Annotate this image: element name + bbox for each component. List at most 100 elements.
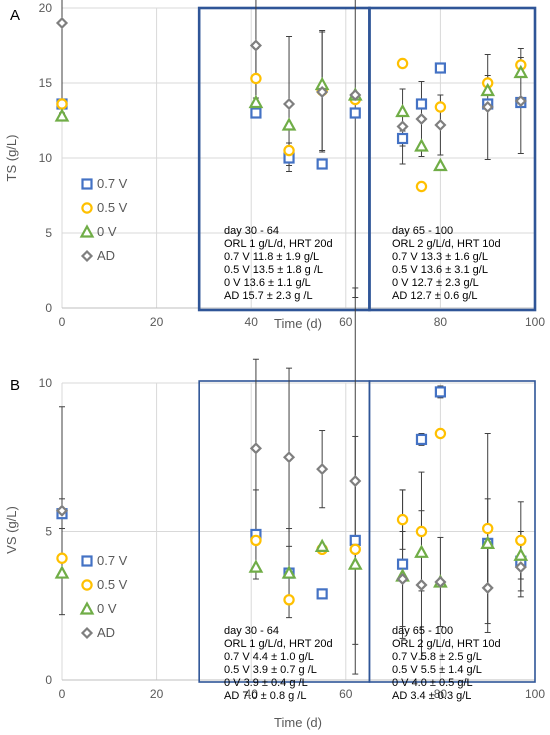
marker-0-5v-1-9 (515, 534, 527, 547)
marker-0-7v-0-5 (396, 132, 409, 145)
marker-ad-3-1 (249, 39, 262, 52)
marker-0-7v-0-6 (415, 433, 428, 446)
marker-ad-3-0 (55, 504, 69, 517)
region-box-1 (368, 380, 536, 683)
marker-0v-legend-2 (79, 224, 95, 238)
annotation-1-2: 0.7 V 5.8 ± 2.5 g/L (392, 651, 482, 663)
ytick-label-0: 0 (45, 673, 52, 687)
annotation-1-1: ORL 2 g/L/d, HRT 10d (392, 238, 501, 250)
ytick-label-3: 15 (39, 76, 53, 90)
marker-ad-3-0 (55, 16, 69, 30)
marker-0-7v-legend-0 (81, 178, 93, 190)
annotation-0-0: day 30 - 64 (224, 225, 279, 237)
marker-ad-3-3 (316, 463, 329, 476)
marker-0v-2-2 (281, 117, 297, 131)
marker-0-5v-1-4 (349, 543, 361, 556)
marker-ad-3-5 (396, 120, 409, 133)
marker-0v-2-0 (54, 565, 70, 579)
marker-ad-3-2 (282, 451, 296, 464)
ytick-label-1: 5 (45, 226, 52, 240)
marker-0v-2-6 (414, 544, 429, 558)
xtick-label-2: 40 (245, 687, 259, 701)
marker-0-7v-0-3 (316, 158, 328, 170)
ytick-label-4: 20 (39, 1, 53, 15)
marker-0-5v-1-5 (396, 513, 409, 526)
marker-ad-3-9 (514, 561, 527, 574)
xtick-label-0: 0 (59, 687, 66, 701)
marker-0v-2-1 (248, 559, 264, 573)
panel-label: A (10, 7, 20, 24)
annotation-0-4: 0 V 3.9 ± 0.4 g /L (224, 677, 308, 689)
annotation-1-1: ORL 2 g/L/d, HRT 10d (392, 638, 501, 650)
ytick-label-2: 10 (39, 151, 53, 165)
annotation-1-3: 0.5 V 13.6 ± 3.1 g/L (392, 264, 488, 276)
xtick-label-4: 80 (434, 687, 448, 701)
marker-ad-3-7 (434, 118, 447, 132)
marker-0v-2-4 (347, 556, 363, 570)
marker-0-5v-1-6 (415, 525, 428, 538)
y-axis-label: VS (g/L) (4, 506, 19, 554)
marker-0v-2-6 (414, 138, 429, 152)
marker-0-5v-1-2 (283, 594, 295, 606)
marker-0-5v-1-1 (250, 534, 262, 547)
xtick-label-5: 100 (525, 687, 545, 701)
legend-label-3: AD (97, 248, 115, 263)
annotation-0-5: AD 7.0 ± 0.8 g /L (224, 690, 306, 702)
marker-0v-2-5 (395, 103, 410, 118)
marker-0v-2-1 (248, 94, 264, 109)
marker-ad-3-6 (415, 578, 428, 592)
ytick-label-1: 5 (45, 525, 52, 539)
marker-ad-3-3 (316, 85, 329, 99)
annotation-1-5: AD 3.4 ± 0.3 g/L (392, 690, 471, 702)
xtick-label-5: 100 (525, 315, 545, 329)
marker-ad-legend-3 (80, 626, 94, 640)
annotation-0-1: ORL 1 g/L/d, HRT 20d (224, 238, 333, 250)
ytick-label-2: 10 (39, 376, 53, 390)
marker-0-5v-1-8 (482, 522, 494, 535)
marker-0v-2-9 (513, 547, 529, 561)
marker-0-7v-0-7 (434, 62, 446, 74)
legend-label-1: 0.5 V (97, 200, 128, 215)
marker-0v-2-9 (513, 64, 529, 79)
marker-0v-2-3 (314, 538, 330, 552)
annotation-0-4: 0 V 13.6 ± 1.1 g/L (224, 277, 311, 289)
xtick-label-3: 60 (339, 315, 353, 329)
marker-ad-3-8 (481, 581, 494, 594)
annotation-1-5: AD 12.7 ± 0.6 g/L (392, 290, 478, 302)
legend-label-1: 0.5 V (97, 577, 128, 592)
marker-ad-3-9 (514, 94, 527, 108)
marker-0-7v-0-6 (415, 98, 428, 110)
marker-0v-2-0 (54, 108, 70, 122)
annotation-0-3: 0.5 V 13.5 ± 1.8 g /L (224, 264, 323, 276)
xtick-label-1: 20 (150, 315, 164, 329)
ytick-label-0: 0 (45, 301, 52, 315)
annotation-1-0: day 65 - 100 (392, 225, 453, 237)
x-axis-label: Time (d) (274, 316, 322, 331)
panel-label: B (10, 377, 20, 394)
legend-label-2: 0 V (97, 224, 117, 239)
annotation-0-1: ORL 1 g/L/d, HRT 20d (224, 638, 333, 650)
marker-0v-2-2 (281, 565, 297, 579)
marker-ad-3-6 (415, 112, 428, 126)
marker-ad-3-1 (249, 442, 262, 455)
annotation-1-4: 0 V 12.7 ± 2.3 g/L (392, 277, 479, 289)
marker-ad-3-4 (349, 474, 362, 488)
marker-ad-3-5 (396, 572, 409, 586)
marker-0-5v-1-2 (283, 144, 295, 157)
annotation-1-2: 0.7 V 13.3 ± 1.6 g/L (392, 251, 488, 263)
marker-ad-3-4 (349, 88, 362, 102)
annotation-0-2: 0.7 V 11.8 ± 1.9 g/L (224, 251, 319, 263)
marker-0-7v-0-5 (396, 558, 409, 570)
legend-label-0: 0.7 V (97, 553, 128, 568)
marker-0-7v-0-1 (250, 107, 262, 119)
annotation-0-0: day 30 - 64 (224, 625, 279, 637)
marker-0v-2-8 (480, 535, 496, 549)
marker-0-5v-1-0 (56, 98, 68, 110)
annotation-0-2: 0.7 V 4.4 ± 1.0 g/L (224, 651, 314, 663)
marker-0-5v-legend-1 (81, 579, 93, 591)
marker-0-7v-0-4 (349, 534, 361, 547)
marker-0-7v-0-4 (349, 107, 361, 119)
